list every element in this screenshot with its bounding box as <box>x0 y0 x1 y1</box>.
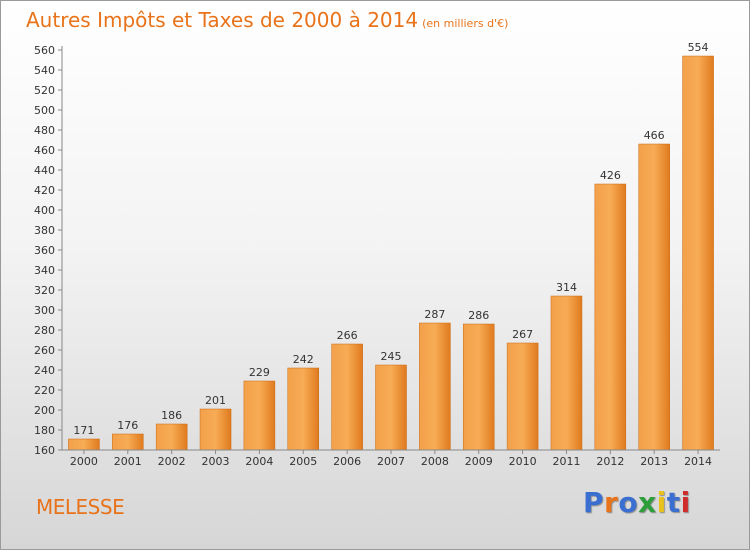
bar-value-label: 287 <box>424 308 445 321</box>
y-tick-label: 380 <box>34 224 55 237</box>
bar-value-label: 426 <box>600 169 621 182</box>
bar-value-label: 245 <box>381 350 402 363</box>
x-tick-label: 2013 <box>640 455 668 468</box>
bar <box>682 55 714 451</box>
x-tick-label: 2000 <box>70 455 98 468</box>
chart-title: Autres Impôts et Taxes de 2000 à 2014 (en… <box>26 8 508 32</box>
bar <box>375 364 407 451</box>
y-tick-label: 240 <box>34 364 55 377</box>
bar <box>112 433 144 451</box>
x-tick-label: 2008 <box>421 455 449 468</box>
x-tick-label: 2007 <box>377 455 405 468</box>
x-tick-label: 2001 <box>114 455 142 468</box>
bar <box>638 143 670 451</box>
logo-letter: P <box>583 486 605 519</box>
x-axis: 2000 2001 2002 2003 2004 2005 2006 2007 2008 2009… <box>62 449 720 468</box>
y-tick-label: 540 <box>34 64 55 77</box>
bar-value-label: 242 <box>293 353 314 366</box>
bar <box>331 343 363 451</box>
y-tick-label: 360 <box>34 244 55 257</box>
bar <box>594 183 627 451</box>
bar-value-label: 466 <box>644 129 665 142</box>
bar-value-label: 554 <box>688 41 709 54</box>
y-tick-label: 400 <box>34 204 55 217</box>
y-tick-label: 460 <box>34 144 55 157</box>
x-tick-label: 2002 <box>158 455 186 468</box>
bar-value-label: 171 <box>73 424 94 437</box>
y-tick-label: 220 <box>34 384 55 397</box>
bar-value-label: 176 <box>117 419 138 432</box>
y-tick-label: 560 <box>34 44 55 57</box>
bar-value-label: 201 <box>205 394 226 407</box>
bar <box>462 323 495 451</box>
logo-letter: i <box>656 486 667 519</box>
bar <box>155 423 188 451</box>
logo-letter: r <box>604 486 619 519</box>
x-tick-label: 2004 <box>245 455 273 468</box>
y-tick-label: 320 <box>34 284 55 297</box>
y-tick-label: 160 <box>34 444 55 457</box>
logo-letter: x <box>638 486 657 519</box>
bar <box>506 342 539 451</box>
bar-value-label: 266 <box>337 329 358 342</box>
logo-letter: o <box>618 486 639 519</box>
y-tick-label: 260 <box>34 344 55 357</box>
place-name: MELESSE <box>36 495 125 519</box>
bar <box>287 367 320 451</box>
bar <box>68 438 100 451</box>
bar <box>419 322 451 451</box>
x-tick-label: 2006 <box>333 455 361 468</box>
y-tick-label: 500 <box>34 104 55 117</box>
y-tick-label: 300 <box>34 304 55 317</box>
y-tick-label: 420 <box>34 184 55 197</box>
y-tick-label: 440 <box>34 164 55 177</box>
proxiti-logo: Proxiti <box>583 486 691 519</box>
x-tick-label: 2010 <box>509 455 537 468</box>
x-tick-label: 2005 <box>289 455 317 468</box>
unit-label: (en milliers d'€) <box>422 17 509 30</box>
bar-value-label: 314 <box>556 281 577 294</box>
logo-letter: t <box>666 486 681 519</box>
y-tick-label: 520 <box>34 84 55 97</box>
y-tick-label: 280 <box>34 324 55 337</box>
title-text: Autres Impôts et Taxes de 2000 à 2014 <box>26 8 419 32</box>
bar-value-label: 286 <box>468 309 489 322</box>
bar <box>199 408 232 451</box>
x-tick-label: 2003 <box>202 455 230 468</box>
x-tick-label: 2014 <box>684 455 712 468</box>
bar-value-label: 229 <box>249 366 270 379</box>
x-tick-label: 2012 <box>596 455 624 468</box>
y-axis: 160 180 200 220 240 260 280 300 320 340 360 380 400 4… <box>34 44 63 457</box>
y-tick-label: 180 <box>34 424 55 437</box>
x-tick-label: 2009 <box>465 455 493 468</box>
y-tick-label: 480 <box>34 124 55 137</box>
bars: 171 176 186 201 229 242 266 245 287 286 267 314 426 4… <box>68 41 714 451</box>
y-tick-label: 200 <box>34 404 55 417</box>
bar <box>243 380 276 451</box>
bar-value-label: 267 <box>512 328 533 341</box>
logo-letter: i <box>680 486 691 519</box>
y-tick-label: 340 <box>34 264 55 277</box>
x-tick-label: 2011 <box>552 455 580 468</box>
bar-value-label: 186 <box>161 409 182 422</box>
bar <box>550 295 583 451</box>
